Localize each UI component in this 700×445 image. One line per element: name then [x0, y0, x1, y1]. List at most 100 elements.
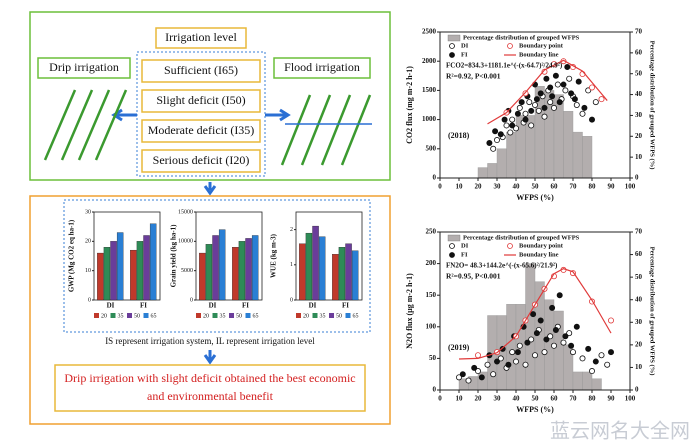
legend-swatch: [196, 313, 201, 318]
y-axis-label: Grain yield (kg ha-1): [170, 224, 178, 287]
histogram-bar: [582, 371, 593, 391]
point: [528, 122, 535, 129]
legend-swatch: [110, 313, 116, 318]
y2-axis-label: Percentage distribution of grouped WFPS …: [649, 247, 656, 376]
y2-axis-label: Percentage distribution of grouped WFPS …: [649, 41, 656, 170]
x-tick-label: FI: [140, 302, 147, 310]
bar: [149, 223, 157, 301]
arrow-down: [203, 350, 217, 365]
legend-swatch: [312, 313, 318, 318]
legend-label: 65: [253, 313, 259, 319]
legend-swatch: [449, 252, 455, 258]
y-tick-label: 0: [433, 386, 437, 394]
x-tick-label: 60: [551, 183, 559, 191]
y-tick-label: 30: [85, 209, 91, 215]
point: [490, 145, 497, 152]
legend-label: Percentage distribution of grouped WFPS: [463, 234, 580, 241]
x-tick-label: 0: [438, 395, 442, 403]
x-tick-label: 90: [608, 395, 616, 403]
legend-label: DI: [461, 242, 469, 249]
point: [549, 93, 556, 100]
point: [471, 364, 478, 371]
point: [547, 99, 554, 106]
y2-tick-label: 20: [635, 132, 643, 140]
point: [566, 330, 573, 337]
histogram-bar: [496, 148, 507, 179]
point: [516, 342, 523, 349]
point: [459, 371, 466, 378]
level-box: [141, 89, 261, 113]
level-label: Serious deficit (I20): [153, 153, 250, 167]
point: [566, 75, 573, 82]
point: [499, 345, 506, 352]
point: [478, 374, 485, 381]
x-tick-label: 30: [494, 395, 502, 403]
point: [541, 104, 548, 111]
point: [568, 90, 575, 97]
bar: [318, 236, 326, 301]
histogram-bar: [506, 131, 517, 179]
point: [543, 75, 550, 82]
x-tick-label: 10: [456, 395, 464, 403]
point: [522, 116, 529, 123]
x-tick-label: 0: [438, 183, 442, 191]
point: [501, 116, 508, 123]
legend-label: 20: [303, 313, 309, 319]
legend-label: Boundary point: [519, 42, 564, 49]
point: [509, 116, 516, 123]
point: [530, 311, 537, 318]
plot-frame: [295, 211, 363, 301]
flood-box: [273, 57, 371, 79]
r2: R²=0.95, P<0.001: [446, 272, 501, 281]
point: [547, 333, 554, 340]
point: [497, 355, 504, 362]
point: [573, 323, 580, 330]
bar: [312, 225, 319, 301]
y-tick-label: 50: [429, 354, 437, 362]
point: [543, 336, 550, 343]
level-title-box: [155, 27, 247, 49]
x-tick-label: FI: [342, 302, 349, 310]
bar: [110, 241, 117, 301]
point: [562, 87, 569, 94]
y-tick-label: 1500: [422, 86, 437, 94]
point: [528, 336, 535, 343]
x-tick-label: 40: [513, 183, 521, 191]
point: [551, 342, 558, 349]
y2-tick-label: 40: [635, 90, 643, 98]
point: [493, 358, 500, 365]
level-label: Sufficient (I65): [164, 63, 238, 77]
x-axis-label: WFPS (%): [516, 405, 554, 414]
point: [497, 131, 504, 138]
histogram-bar: [563, 111, 574, 179]
point: [532, 352, 539, 359]
point: [522, 361, 529, 368]
equation: FN2O= 48.3+144.2e^(-(x-65.6)²/21.9²): [446, 262, 558, 270]
year: (2018): [448, 131, 470, 140]
legend-swatch: [449, 52, 455, 58]
bar: [238, 241, 246, 301]
legend-swatch: [449, 43, 455, 49]
bar: [130, 249, 137, 301]
y-tick-label: 200: [426, 259, 437, 267]
arrow-right: [265, 108, 291, 122]
x-tick-label: 50: [532, 183, 540, 191]
legend-label: 65: [151, 313, 157, 319]
boundary-line: [487, 59, 608, 125]
legend-label: 20: [101, 313, 107, 319]
level-box: [141, 149, 261, 173]
bar: [143, 235, 150, 301]
legend-swatch: [245, 313, 251, 318]
point: [526, 99, 533, 106]
point: [455, 374, 462, 381]
legend-swatch: [449, 243, 455, 249]
note: IS represent irrigation system, IL repre…: [105, 336, 315, 346]
point: [509, 122, 516, 129]
point: [541, 113, 548, 120]
legend-label: FI: [461, 51, 468, 58]
arrow-down: [203, 182, 217, 196]
y-tick-label: 250: [426, 228, 437, 236]
bar: [345, 243, 352, 301]
bar: [338, 247, 346, 301]
